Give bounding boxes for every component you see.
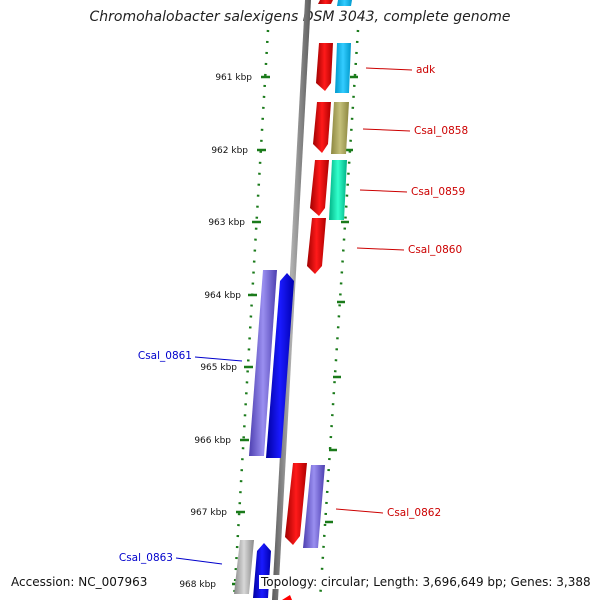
- gene-arrow-forward[interactable]: [310, 160, 329, 216]
- tick-label: 963 kbp: [208, 218, 245, 228]
- tick-label: 968 kbp: [179, 580, 216, 590]
- forward-strand-genes: [285, 0, 333, 545]
- gene-label-adk[interactable]: adk: [416, 64, 436, 76]
- gene-block-adk[interactable]: [335, 43, 351, 93]
- accession-text: Accession: NC_007963: [9, 575, 150, 589]
- gene-labels: adk Csal_0858 Csal_0859 Csal_0860 Csal_0…: [119, 64, 468, 564]
- tick-label: 966 kbp: [194, 436, 231, 446]
- genome-summary-text: Topology: circular; Length: 3,696,649 bp…: [259, 575, 593, 589]
- gene-arrow-forward[interactable]: [285, 463, 307, 545]
- tick-label: 965 kbp: [200, 363, 237, 373]
- tick-label: 961 kbp: [215, 73, 252, 83]
- right-ticks: [325, 75, 358, 524]
- gene-block-csal-0858[interactable]: [331, 102, 349, 154]
- tick-label: 967 kbp: [190, 508, 227, 518]
- gene-label-csal-0862[interactable]: Csal_0862: [387, 507, 441, 519]
- gene-label-csal-0859[interactable]: Csal_0859: [411, 186, 465, 198]
- gene-label-csal-0860[interactable]: Csal_0860: [408, 244, 462, 256]
- gene-label-csal-0858[interactable]: Csal_0858: [414, 125, 468, 137]
- gene-label-csal-0863[interactable]: Csal_0863: [119, 552, 173, 564]
- map-title: Chromohalobacter salexigens DSM 3043, co…: [89, 9, 511, 25]
- tick-label: 962 kbp: [211, 146, 248, 156]
- tick-label: 964 kbp: [204, 291, 241, 301]
- gene-block-csal-0862[interactable]: [303, 465, 325, 548]
- scale-ticks: 961 kbp 962 kbp 963 kbp 964 kbp 965 kbp …: [179, 73, 270, 590]
- gene-arrow-forward[interactable]: [313, 102, 331, 153]
- gene-arrow-forward[interactable]: [307, 218, 326, 274]
- gene-arrow-forward[interactable]: [316, 43, 333, 91]
- gene-arrow-reverse[interactable]: [266, 273, 294, 458]
- gene-arrow-reverse[interactable]: [253, 543, 271, 598]
- gene-block-csal-0861[interactable]: [249, 270, 277, 456]
- label-leaders: [175, 67, 413, 565]
- gene-block-csal-0859[interactable]: [329, 160, 347, 220]
- gene-label-csal-0861[interactable]: Csal_0861: [138, 350, 192, 362]
- gene-block-csal-0863[interactable]: [234, 540, 254, 594]
- feature-track: [234, 0, 352, 594]
